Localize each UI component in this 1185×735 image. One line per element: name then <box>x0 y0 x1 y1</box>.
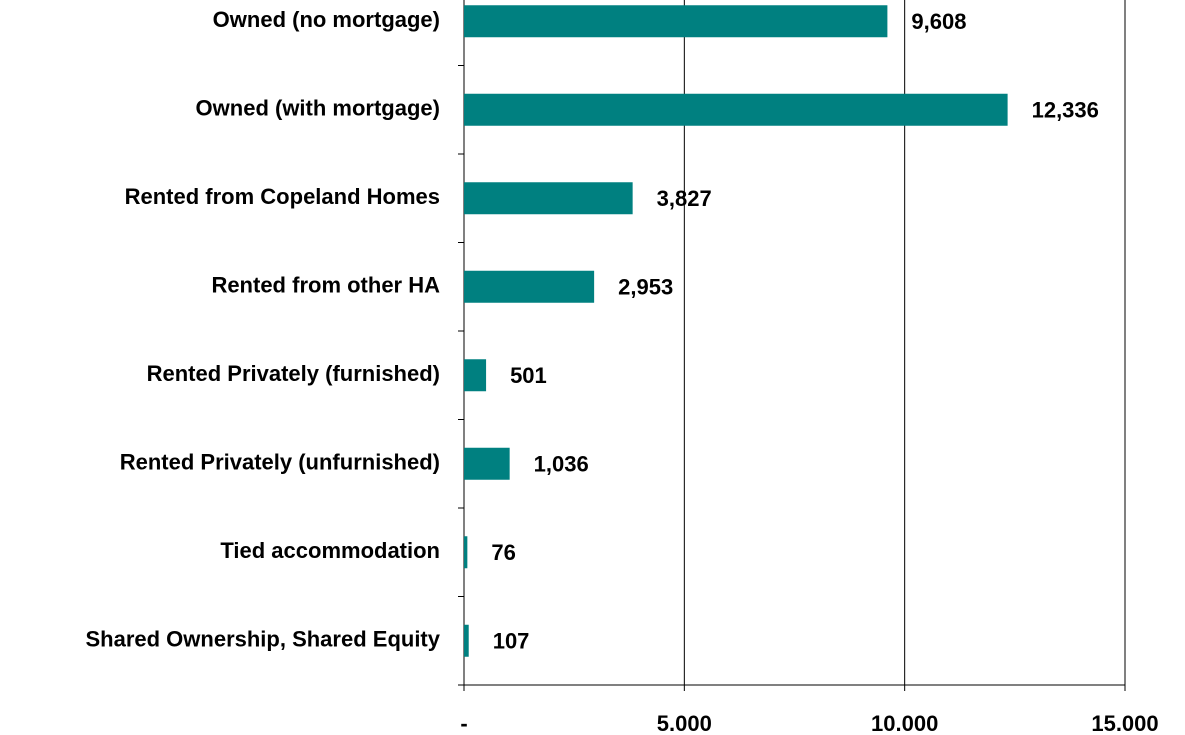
x-tick-label: - <box>460 711 467 735</box>
y-tick-label: Rented Privately (unfurnished) <box>120 450 440 475</box>
bar <box>464 624 469 657</box>
bar <box>464 5 888 38</box>
y-tick-label: Owned (with mortgage) <box>196 96 440 121</box>
data-label: 2,953 <box>618 275 673 300</box>
x-tick-label: 5.000 <box>657 711 712 735</box>
data-label: 1,036 <box>534 452 589 477</box>
data-label: 107 <box>493 629 530 654</box>
data-label: 3,827 <box>657 186 712 211</box>
data-label: 9,608 <box>911 9 966 34</box>
y-tick-label: Shared Ownership, Shared Equity <box>85 627 440 652</box>
y-tick-label: Tied accommodation <box>220 538 440 563</box>
data-label: 501 <box>510 363 547 388</box>
bar <box>464 536 468 569</box>
x-tick-label: 15.000 <box>1091 711 1158 735</box>
bar <box>464 270 595 303</box>
data-label: 12,336 <box>1032 98 1099 123</box>
y-tick-label: Rented Privately (furnished) <box>147 361 440 386</box>
y-tick-label: Rented from other HA <box>211 273 440 298</box>
bar <box>464 359 487 392</box>
y-tick-label: Rented from Copeland Homes <box>125 184 440 209</box>
data-label: 76 <box>491 540 515 565</box>
bar <box>464 182 633 215</box>
bar <box>464 447 510 480</box>
x-tick-label: 10.000 <box>871 711 938 735</box>
y-tick-label: Owned (no mortgage) <box>213 7 440 32</box>
bar <box>464 93 1008 126</box>
